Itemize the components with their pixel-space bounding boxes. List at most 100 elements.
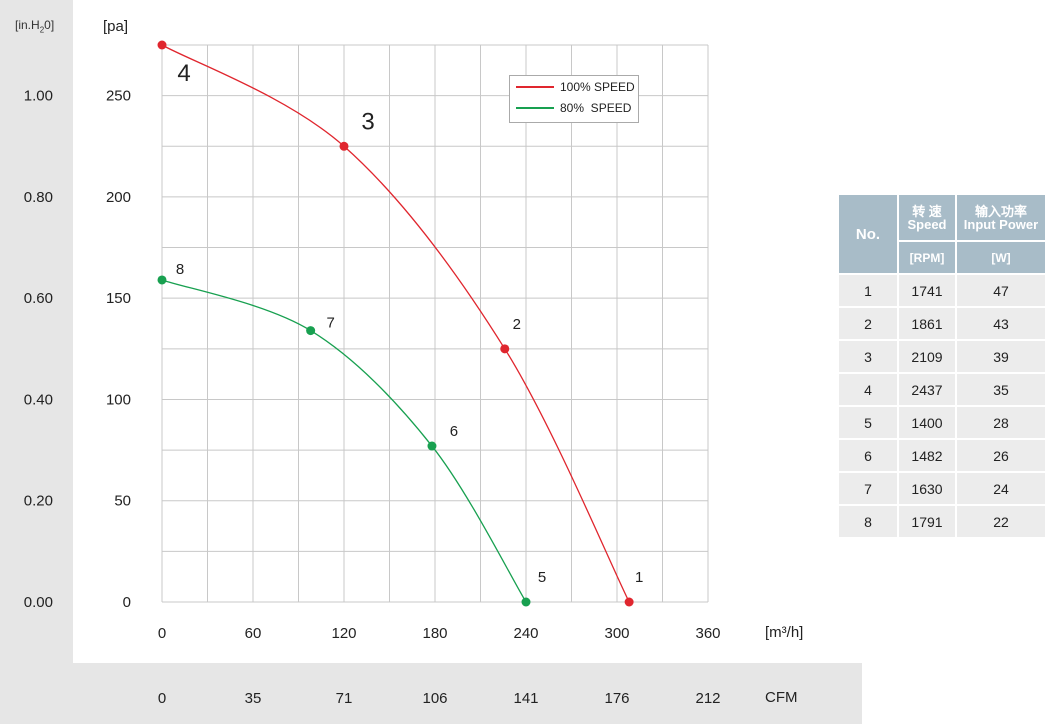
cell-speed: 1791 — [897, 504, 957, 539]
table-row: 7 1630 24 — [837, 471, 1047, 506]
legend-swatch-100 — [516, 86, 554, 88]
point-label: 3 — [361, 108, 374, 135]
cell-no: 4 — [837, 372, 899, 407]
point-label: 5 — [538, 569, 546, 586]
cell-no: 6 — [837, 438, 899, 473]
x2-tick-label: 35 — [245, 690, 262, 707]
data-point — [624, 597, 634, 607]
col-no-header: No. — [837, 193, 899, 275]
cell-power: 47 — [955, 273, 1047, 308]
point-label: 2 — [513, 316, 521, 333]
chart-texts: 0501001502002500.000.200.400.600.801.000… — [24, 60, 721, 707]
chart-legend: 100% SPEED 80% SPEED — [509, 75, 639, 123]
table-row: 5 1400 28 — [837, 405, 1047, 440]
table-row: 2 1861 43 — [837, 306, 1047, 341]
x2-tick-label: 176 — [604, 690, 629, 707]
data-point — [157, 40, 167, 50]
data-point — [306, 326, 316, 336]
legend-label-100: 100% SPEED — [560, 80, 635, 94]
y2-tick-label: 1.00 — [24, 88, 53, 105]
cfm-axis-label: CFM — [765, 689, 798, 706]
left-axis-band — [0, 0, 73, 724]
y-tick-label: 150 — [106, 290, 131, 307]
x-axis-label: [m³/h] — [765, 624, 804, 641]
y2-tick-label: 0.20 — [24, 493, 53, 510]
cell-speed: 1482 — [897, 438, 957, 473]
data-point — [157, 275, 167, 285]
cell-speed: 1741 — [897, 273, 957, 308]
table-row: 8 1791 22 — [837, 504, 1047, 539]
legend-label-80: 80% SPEED — [560, 101, 632, 115]
data-point — [427, 441, 437, 451]
point-label: 4 — [177, 60, 190, 87]
cell-speed: 2109 — [897, 339, 957, 374]
table-row: 6 1482 26 — [837, 438, 1047, 473]
cell-power: 28 — [955, 405, 1047, 440]
cell-power: 26 — [955, 438, 1047, 473]
y-tick-label: 50 — [114, 493, 131, 510]
x2-tick-label: 212 — [695, 690, 720, 707]
data-point — [339, 141, 349, 151]
col-speed-cn: 转 速 — [912, 203, 942, 219]
spec-table: No. 转 速 Speed 输入功率 Input Power [RPM] [W]… — [837, 192, 1047, 539]
y2-tick-label: 0.40 — [24, 391, 53, 408]
x2-tick-label: 71 — [336, 690, 353, 707]
x-tick-label: 300 — [604, 625, 629, 642]
point-label: 1 — [635, 569, 643, 586]
cell-no: 1 — [837, 273, 899, 308]
x-tick-label: 120 — [331, 625, 356, 642]
legend-swatch-80 — [516, 107, 554, 109]
y2-tick-label: 0.80 — [24, 189, 53, 206]
inh2o-unit-label: [in.H20] — [15, 18, 55, 35]
chart-grid — [161, 44, 709, 603]
table-row: 1 1741 47 — [837, 273, 1047, 308]
legend-item-80: 80% SPEED — [516, 101, 631, 115]
chart-curves — [161, 44, 630, 603]
point-label: 7 — [326, 315, 334, 332]
x-tick-label: 360 — [695, 625, 720, 642]
col-power-en: Input Power — [963, 216, 1039, 232]
x-tick-label: 0 — [158, 625, 166, 642]
cell-power: 24 — [955, 471, 1047, 506]
table-row: 3 2109 39 — [837, 339, 1047, 374]
y-axis-label: [pa] — [103, 18, 129, 35]
col-speed-unit: [RPM] — [897, 240, 957, 275]
point-label: 8 — [176, 261, 184, 278]
col-power-header: 输入功率 Input Power — [955, 192, 1047, 243]
curve-100-speed — [161, 44, 630, 603]
cell-speed: 1861 — [897, 306, 957, 341]
y-tick-label: 200 — [106, 189, 131, 206]
cell-speed: 1400 — [897, 405, 957, 440]
cell-power: 35 — [955, 372, 1047, 407]
cell-no: 7 — [837, 471, 899, 506]
y-tick-label: 0 — [123, 594, 131, 611]
point-label: 6 — [450, 423, 458, 440]
x2-tick-label: 0 — [158, 690, 166, 707]
table-row: 4 2437 35 — [837, 372, 1047, 407]
x-tick-label: 240 — [513, 625, 538, 642]
bottom-axis-band — [0, 663, 862, 724]
chart-points — [157, 40, 634, 607]
y2-tick-label: 0.00 — [24, 594, 53, 611]
col-speed-header: 转 速 Speed — [897, 192, 957, 243]
col-power-unit: [W] — [955, 240, 1047, 275]
cell-power: 22 — [955, 504, 1047, 539]
spec-table-body: 1 1741 47 2 1861 43 3 2109 39 4 2437 35 5 1400 28 6 1482… — [837, 273, 1047, 539]
y-tick-label: 250 — [106, 88, 131, 105]
col-speed-en: Speed — [907, 216, 947, 232]
y2-tick-label: 0.60 — [24, 290, 53, 307]
curve-80-speed — [161, 279, 527, 603]
cell-speed: 2437 — [897, 372, 957, 407]
cell-speed: 1630 — [897, 471, 957, 506]
cell-no: 2 — [837, 306, 899, 341]
x-tick-label: 180 — [422, 625, 447, 642]
y-tick-label: 100 — [106, 391, 131, 408]
cell-no: 8 — [837, 504, 899, 539]
data-point — [521, 597, 531, 607]
cell-no: 3 — [837, 339, 899, 374]
cell-power: 39 — [955, 339, 1047, 374]
data-point — [500, 344, 510, 354]
x2-tick-label: 106 — [422, 690, 447, 707]
cell-power: 43 — [955, 306, 1047, 341]
